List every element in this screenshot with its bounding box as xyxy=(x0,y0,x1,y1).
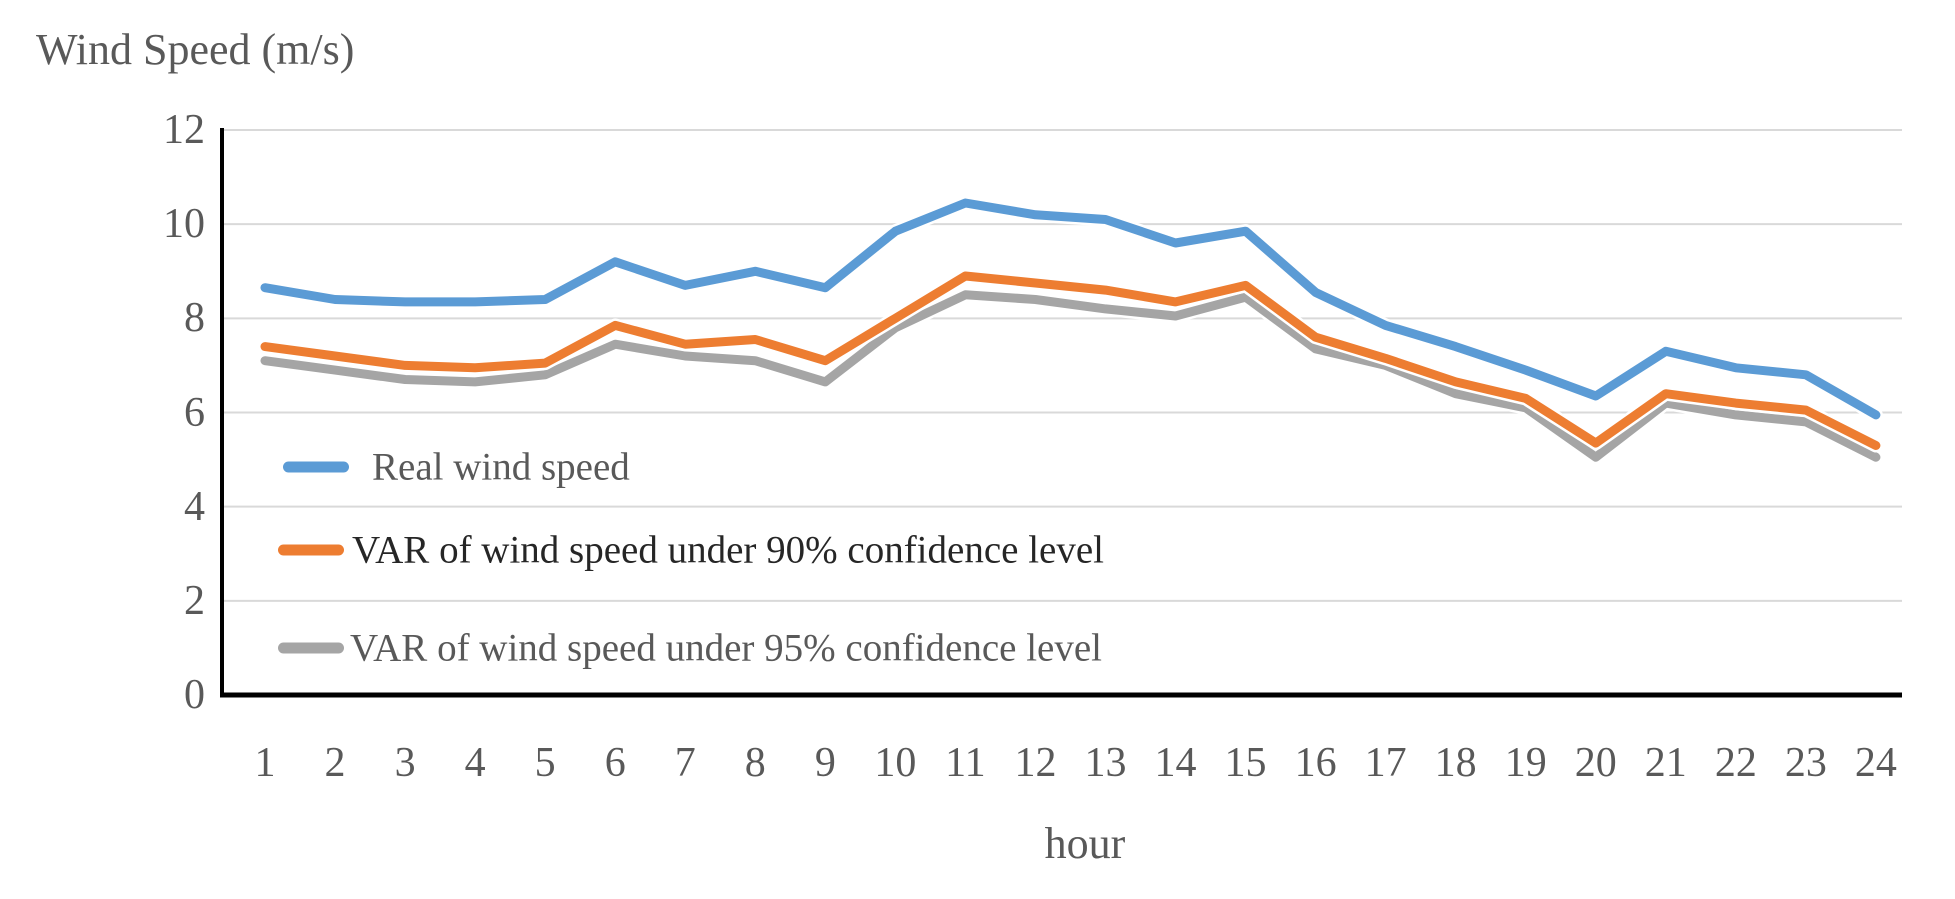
x-tick-label-2: 2 xyxy=(324,740,346,786)
x-tick-label-19: 19 xyxy=(1504,740,1547,786)
series-line-2 xyxy=(260,290,1881,462)
x-tick-label-14: 14 xyxy=(1154,740,1197,786)
x-tick-label-12: 12 xyxy=(1014,740,1057,786)
x-tick-label-17: 17 xyxy=(1364,740,1407,786)
x-tick-label-13: 13 xyxy=(1084,740,1127,786)
x-tick-label-21: 21 xyxy=(1644,740,1687,786)
x-tick-label-23: 23 xyxy=(1784,740,1827,786)
x-tick-label-22: 22 xyxy=(1714,740,1757,786)
y-tick-label-4: 4 xyxy=(184,483,205,530)
x-tick-label-18: 18 xyxy=(1434,740,1477,786)
x-tick-label-15: 15 xyxy=(1224,740,1267,786)
x-tick-label-1: 1 xyxy=(254,740,276,786)
x-tick-label-6: 6 xyxy=(604,740,626,786)
y-tick-label-10: 10 xyxy=(163,201,205,248)
x-axis-title: hour xyxy=(1044,819,1126,868)
series-line-1 xyxy=(260,271,1881,450)
x-tick-label-3: 3 xyxy=(394,740,416,786)
x-tick-label-9: 9 xyxy=(814,740,836,786)
x-tick-label-10: 10 xyxy=(874,740,917,786)
x-tick-label-20: 20 xyxy=(1574,740,1617,786)
x-tick-label-4: 4 xyxy=(464,740,486,786)
x-tick-label-11: 11 xyxy=(945,740,986,786)
y-tick-label-0: 0 xyxy=(184,672,205,718)
y-tick-label-8: 8 xyxy=(184,295,205,342)
y-tick-label-12: 12 xyxy=(163,107,205,153)
x-tick-label-16: 16 xyxy=(1294,740,1337,786)
x-tick-label-8: 8 xyxy=(744,740,766,786)
chart-title: Wind Speed (m/s) xyxy=(36,25,355,74)
y-tick-label-2: 2 xyxy=(184,577,205,624)
series-line-0 xyxy=(260,198,1881,420)
x-tick-label-24: 24 xyxy=(1854,740,1897,786)
x-tick-label-7: 7 xyxy=(674,740,696,786)
x-tick-label-5: 5 xyxy=(534,740,556,786)
y-tick-label-6: 6 xyxy=(184,389,205,436)
